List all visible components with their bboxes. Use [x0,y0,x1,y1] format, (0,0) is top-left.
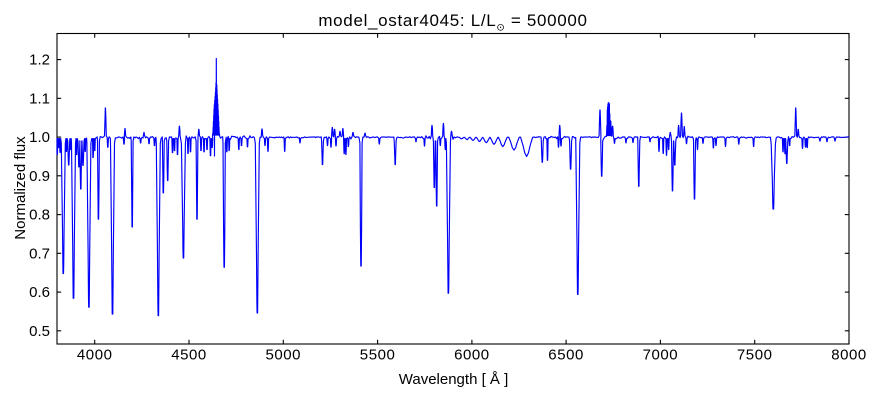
svg-text:model_ostar4045: L/L⊙ = 500000: model_ostar4045: L/L⊙ = 500000 [318,11,587,34]
svg-text:1.2: 1.2 [29,52,50,69]
svg-text:Wavelength [ Å ]: Wavelength [ Å ] [399,371,509,388]
svg-text:5500: 5500 [360,347,396,364]
svg-text:7500: 7500 [737,347,773,364]
svg-text:0.6: 0.6 [29,284,50,301]
svg-text:6000: 6000 [454,347,490,364]
svg-text:Normalized flux: Normalized flux [12,136,29,240]
svg-text:4500: 4500 [171,347,207,364]
svg-text:0.5: 0.5 [29,323,50,340]
svg-text:4000: 4000 [77,347,113,364]
svg-text:1.1: 1.1 [29,90,50,107]
svg-text:0.8: 0.8 [29,207,50,224]
svg-text:7000: 7000 [643,347,679,364]
svg-text:0.9: 0.9 [29,168,50,185]
svg-text:8000: 8000 [831,347,867,364]
svg-text:1.0: 1.0 [29,129,50,146]
svg-text:5000: 5000 [266,347,302,364]
svg-text:6500: 6500 [548,347,584,364]
svg-text:0.7: 0.7 [29,245,50,262]
